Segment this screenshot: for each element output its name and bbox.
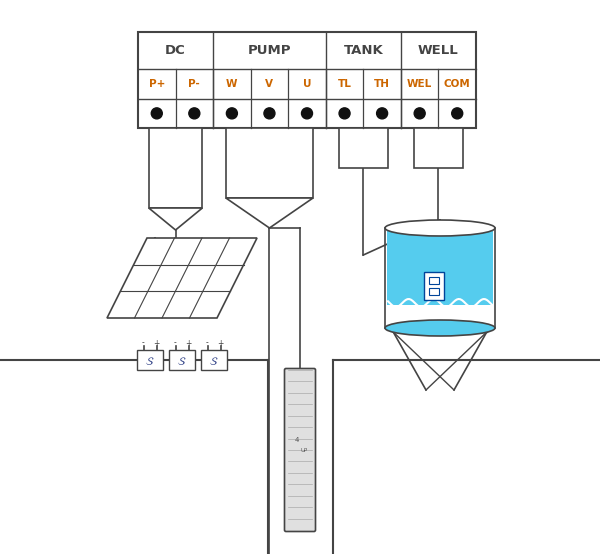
Polygon shape (107, 238, 257, 318)
Text: +: + (185, 338, 191, 347)
Text: W: W (226, 79, 238, 89)
Text: 4: 4 (295, 437, 299, 443)
Circle shape (414, 108, 425, 119)
Text: +: + (154, 338, 160, 347)
Circle shape (189, 108, 200, 119)
Circle shape (452, 108, 463, 119)
Polygon shape (226, 198, 313, 228)
Text: TH: TH (374, 79, 390, 89)
Text: U: U (303, 79, 311, 89)
Text: -: - (174, 338, 177, 347)
Text: -: - (142, 338, 145, 347)
Ellipse shape (385, 220, 495, 236)
Bar (137, 350, 163, 370)
Text: UP: UP (301, 448, 308, 453)
Circle shape (339, 108, 350, 119)
Text: -: - (206, 338, 209, 347)
Text: $\mathcal{S}$: $\mathcal{S}$ (177, 355, 187, 367)
Bar (385, 228, 495, 328)
Bar (169, 350, 195, 370)
Text: +: + (217, 338, 224, 347)
Bar (387, 230, 493, 305)
Bar (424, 272, 444, 300)
Circle shape (302, 108, 313, 119)
Text: DC: DC (165, 44, 186, 57)
Bar (429, 288, 439, 295)
Text: V: V (265, 79, 274, 89)
Bar (429, 277, 439, 284)
Text: COM: COM (444, 79, 470, 89)
Bar (138, 32, 476, 128)
Text: PUMP: PUMP (248, 44, 291, 57)
Circle shape (377, 108, 388, 119)
Text: WELL: WELL (418, 44, 459, 57)
Text: $\mathcal{S}$: $\mathcal{S}$ (209, 355, 219, 367)
Circle shape (264, 108, 275, 119)
Text: P-: P- (188, 79, 200, 89)
Bar (201, 350, 227, 370)
FancyBboxPatch shape (284, 368, 316, 531)
Bar (149, 128, 202, 208)
Text: P+: P+ (149, 79, 165, 89)
Text: $\mathcal{S}$: $\mathcal{S}$ (145, 355, 155, 367)
Text: TL: TL (338, 79, 352, 89)
Ellipse shape (385, 320, 495, 336)
Text: TANK: TANK (343, 44, 383, 57)
Bar (226, 128, 313, 198)
Bar (413, 128, 463, 168)
Circle shape (151, 108, 162, 119)
Polygon shape (149, 208, 202, 230)
Bar (338, 128, 388, 168)
Text: WEL: WEL (407, 79, 432, 89)
Circle shape (226, 108, 238, 119)
